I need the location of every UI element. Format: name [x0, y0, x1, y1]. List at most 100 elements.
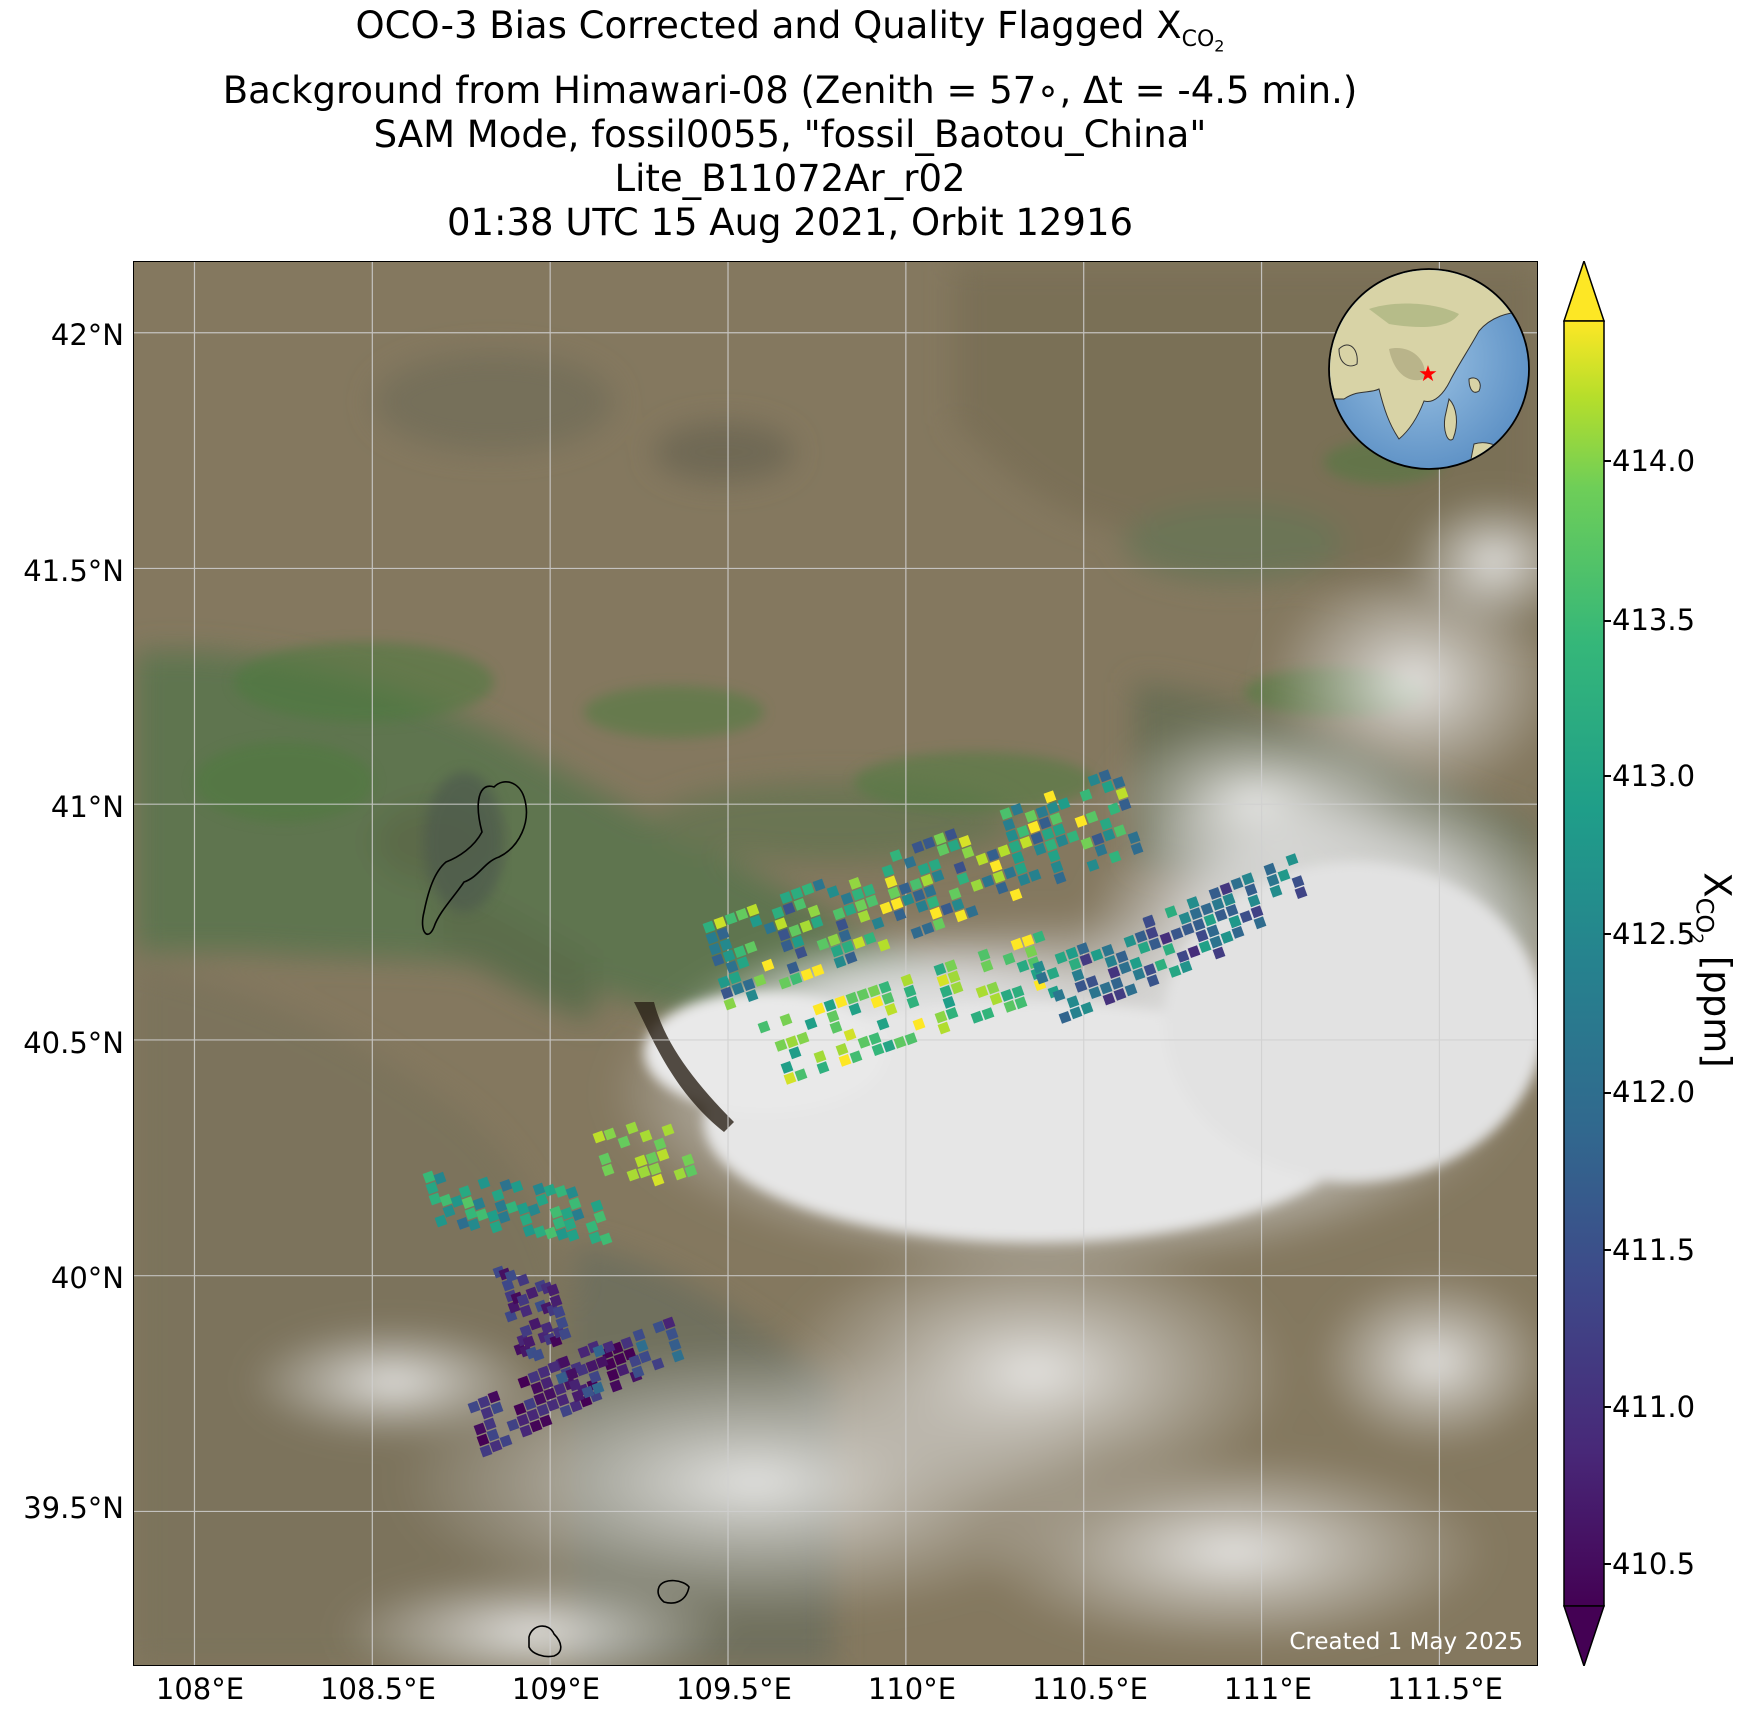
- xco2-sounding: [638, 1350, 652, 1364]
- xco2-sounding: [1101, 943, 1115, 957]
- xco2-sounding: [794, 946, 808, 960]
- xco2-sounding: [771, 906, 785, 920]
- xco2-sounding: [555, 1371, 569, 1385]
- lat-tick-40-5: 40.5°N: [23, 1026, 124, 1060]
- xco2-sounding: [1019, 835, 1033, 849]
- xco2-sounding: [1132, 967, 1146, 981]
- title-line-5: 01:38 UTC 15 Aug 2021, Orbit 12916: [446, 200, 1134, 244]
- xco2-sounding: [516, 1202, 530, 1216]
- lon-tick-110: 110°E: [867, 1672, 957, 1706]
- xco2-sounding: [702, 920, 716, 934]
- xco2-sounding: [598, 1152, 612, 1166]
- xco2-sounding: [557, 1355, 571, 1369]
- xco2-sounding: [906, 995, 920, 1009]
- xco2-sounding: [791, 935, 805, 949]
- xco2-sounding: [992, 870, 1006, 884]
- xco2-sounding: [876, 1017, 890, 1031]
- xco2-sounding: [1269, 884, 1283, 898]
- xco2-sounding: [489, 1220, 503, 1234]
- xco2-sounding: [525, 1286, 539, 1300]
- xco2-sounding: [665, 1327, 679, 1341]
- water-body-outlines: [421, 781, 690, 1658]
- xco2-sounding: [1206, 924, 1220, 938]
- xco2-sounding: [490, 1401, 504, 1415]
- lon-tick-110-5: 110.5°E: [1032, 1672, 1148, 1706]
- xco2-sounding: [937, 1021, 951, 1035]
- xco2-sounding: [881, 991, 895, 1005]
- xco2-sounding: [1107, 802, 1121, 816]
- xco2-sounding: [823, 998, 837, 1012]
- xco2-sounding: [989, 859, 1003, 873]
- xco2-sounding: [735, 907, 749, 921]
- xco2-sounding: [651, 1357, 665, 1371]
- cbar-tick-413: 413.0: [1612, 759, 1696, 793]
- xco2-sounding: [1080, 836, 1094, 850]
- xco2-sounding: [626, 1168, 640, 1182]
- xco2-sounding: [813, 1050, 827, 1064]
- xco2-sounding: [517, 1375, 531, 1389]
- xco2-sounding: [786, 961, 800, 975]
- xco2-sounding: [843, 903, 857, 917]
- xco2-sounding: [571, 1389, 585, 1403]
- xco2-sounding: [450, 1194, 464, 1208]
- xco2-sounding: [483, 1417, 497, 1431]
- xco2-sounding: [1049, 812, 1063, 826]
- xco2-sounding: [546, 1283, 560, 1297]
- cbar-tickmark-413: [1604, 775, 1611, 777]
- lon-tick-108-5: 108.5°E: [320, 1672, 436, 1706]
- xco2-sounding: [428, 1192, 442, 1206]
- xco2-sounding: [1014, 862, 1028, 876]
- xco2-sounding: [591, 1381, 605, 1395]
- xco2-sounding: [553, 1382, 567, 1396]
- xco2-sounding: [912, 888, 926, 902]
- xco2-sounding: [543, 1183, 557, 1197]
- xco2-sounding: [549, 1294, 563, 1308]
- xco2-sounding: [603, 1127, 617, 1141]
- xco2-sounding: [1047, 849, 1061, 863]
- xco2-sounding: [637, 1165, 651, 1179]
- xco2-sounding: [857, 909, 871, 923]
- xco2-sounding: [1178, 911, 1192, 925]
- xco2-sounding: [595, 1355, 609, 1369]
- xco2-sounding: [1225, 903, 1239, 917]
- xco2-sounding: [980, 959, 994, 973]
- xco2-sounding: [780, 939, 794, 953]
- globe-inset: ★: [1328, 268, 1530, 470]
- xco2-sounding: [1102, 828, 1116, 842]
- xco2-sounding: [480, 1406, 494, 1420]
- xco2-sounding: [1231, 925, 1245, 939]
- xco2-sounding: [1208, 886, 1222, 900]
- xco2-sounding: [510, 1180, 524, 1194]
- xco2-sounding: [1033, 842, 1047, 856]
- xco2-sounding: [533, 1392, 547, 1406]
- xco2-sounding: [434, 1214, 448, 1228]
- xco2-sounding: [1079, 788, 1093, 802]
- xco2-sounding: [844, 951, 858, 965]
- xco2-sounding: [442, 1204, 456, 1218]
- xco2-sounding: [834, 995, 848, 1009]
- xco2-sounding: [599, 1232, 613, 1246]
- xco2-sounding: [1076, 942, 1090, 956]
- xco2-sounding: [1054, 951, 1068, 965]
- xco2-sounding: [841, 940, 855, 954]
- xco2-sounding: [565, 1367, 579, 1381]
- xco2-sounding: [499, 1178, 513, 1192]
- xco2-sounding: [544, 1226, 558, 1240]
- xco2-sounding: [799, 919, 813, 933]
- xco2-sounding: [1057, 797, 1071, 811]
- xco2-sounding: [1127, 831, 1141, 845]
- cloud-shadow: [634, 1002, 734, 1132]
- xco2-sounding: [575, 1363, 589, 1377]
- xco2-sounding: [956, 872, 970, 886]
- xco2-sounding: [901, 893, 915, 907]
- xco2-sounding: [1212, 946, 1226, 960]
- xco2-sounding: [779, 1013, 793, 1027]
- xco2-sounding: [1112, 776, 1126, 790]
- xco2-sounding: [945, 1006, 959, 1020]
- xco2-sounding: [504, 1269, 518, 1283]
- xco2-sounding: [473, 1422, 487, 1436]
- xco2-sounding: [989, 992, 1003, 1006]
- map-panel[interactable]: ★ Created 1 May 2025: [133, 261, 1538, 1666]
- xco2-sounding: [1052, 988, 1066, 1002]
- xco2-sounding: [870, 995, 884, 1009]
